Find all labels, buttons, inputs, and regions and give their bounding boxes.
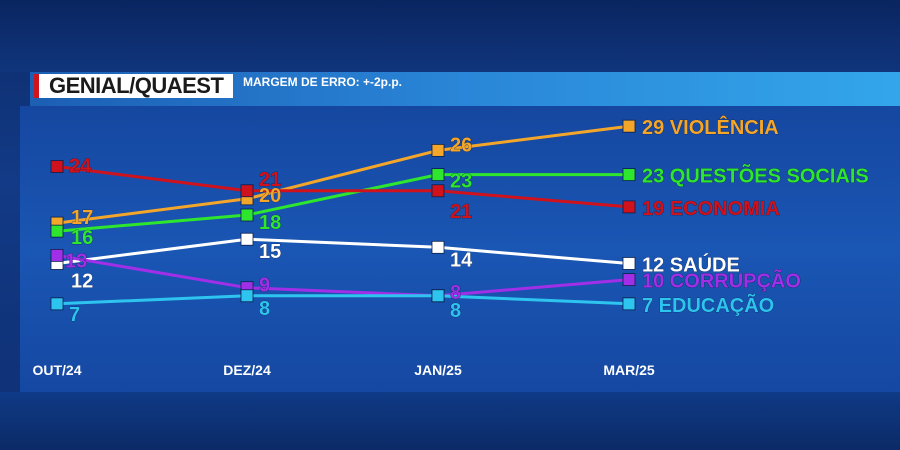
value-label-economia-2: 21 — [259, 169, 281, 191]
value-label-corrupcao-3: 8 — [450, 282, 461, 304]
value-label-violencia-2: 20 — [259, 185, 281, 207]
data-point-economia-3 — [431, 184, 445, 198]
end-label-corrupcao: 10 CORRUPÇÃO — [642, 270, 801, 293]
end-label-violencia: 29 VIOLÊNCIA — [642, 115, 779, 139]
x-tick-label-out-24: OUT/24 — [32, 362, 81, 378]
value-label-saude-1: 12 — [71, 270, 93, 292]
value-label-saude-2: 15 — [259, 241, 281, 263]
series-line-violencia — [56, 124, 630, 225]
value-label-educacao-1: 7 — [69, 304, 80, 326]
value-label-educacao-3: 8 — [450, 300, 461, 322]
data-point-saude-2 — [240, 232, 254, 246]
bottom-background — [0, 392, 900, 450]
end-label-questoes-sociais: 23 QUESTÕES SOCIAIS — [642, 164, 869, 188]
end-label-economia: 19 ECONOMIA — [642, 198, 780, 220]
series-line-economia — [56, 165, 630, 209]
value-label-educacao-2: 8 — [259, 298, 270, 320]
data-point-violencia-3 — [431, 143, 445, 157]
data-point-economia-2 — [240, 184, 254, 198]
top-background — [0, 0, 900, 72]
data-point-educacao-2 — [240, 289, 254, 303]
series-line-corrupcao — [56, 253, 630, 298]
value-label-economia-1: 24 — [69, 156, 92, 178]
data-point-educacao-1 — [50, 297, 64, 311]
value-label-corrupcao-2: 9 — [259, 275, 270, 297]
data-point-questoes-sociais-4 — [622, 168, 636, 182]
data-point-corrupcao-4 — [622, 273, 636, 287]
data-point-economia-4 — [622, 200, 636, 214]
data-point-questoes-sociais-3 — [431, 168, 445, 182]
series-line-educacao — [56, 294, 630, 306]
value-label-violencia-3: 26 — [450, 134, 472, 156]
data-point-violencia-4 — [622, 119, 636, 133]
data-point-economia-1 — [50, 160, 64, 173]
data-point-saude-4 — [622, 257, 636, 270]
series-line-saude — [56, 237, 630, 265]
margin-of-error: MARGEM DE ERRO: +-2p.p. — [243, 75, 403, 89]
x-tick-label-mar-25: MAR/25 — [603, 362, 655, 378]
x-tick-label-jan-25: JAN/25 — [414, 362, 462, 378]
source-title: GENIAL/QUAEST — [49, 73, 224, 98]
value-label-saude-3: 14 — [450, 249, 473, 271]
data-point-questoes-sociais-2 — [240, 208, 254, 222]
data-point-corrupcao-1 — [50, 248, 64, 262]
x-tick-label-dez-24: DEZ/24 — [223, 362, 271, 378]
value-label-questoes-sociais-3: 23 — [450, 171, 472, 193]
source-title-box: GENIAL/QUAEST — [34, 73, 234, 98]
value-label-questoes-sociais-2: 18 — [259, 212, 281, 234]
data-point-saude-3 — [431, 240, 445, 254]
end-label-saude: 12 SAÚDE — [642, 252, 740, 276]
series-line-questoes-sociais — [56, 173, 629, 233]
end-label-educacao: 7 EDUCAÇÃO — [642, 294, 774, 317]
value-label-questoes-sociais-1: 16 — [71, 227, 93, 249]
data-point-educacao-3 — [431, 289, 445, 303]
data-point-educacao-4 — [622, 297, 636, 311]
value-label-corrupcao-1: 13 — [65, 250, 87, 272]
value-label-violencia-1: 17 — [71, 207, 93, 229]
value-label-economia-3: 21 — [450, 201, 472, 223]
data-point-questoes-sociais-1 — [50, 224, 64, 238]
